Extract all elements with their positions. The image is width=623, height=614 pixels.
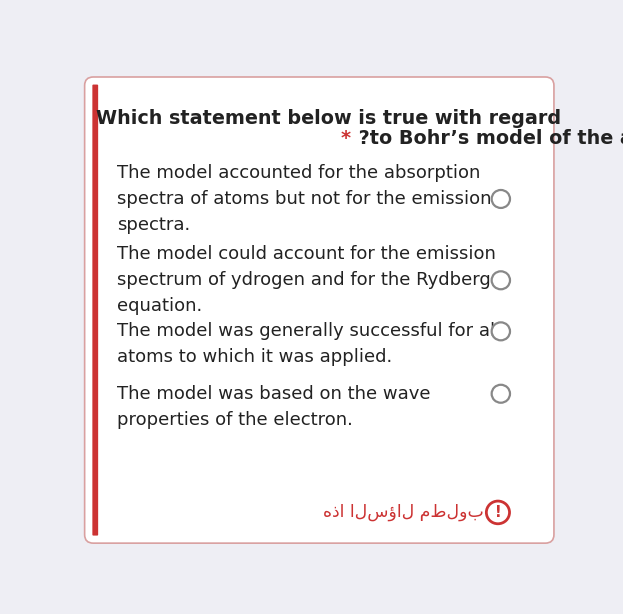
- Circle shape: [487, 501, 510, 524]
- Text: The model accounted for the absorption: The model accounted for the absorption: [118, 164, 481, 182]
- Text: ?to Bohr’s model of the atom: ?to Bohr’s model of the atom: [352, 130, 623, 149]
- Circle shape: [492, 322, 510, 340]
- Text: spectrum of ydrogen and for the Rydberg: spectrum of ydrogen and for the Rydberg: [118, 271, 491, 289]
- Text: The model was based on the wave: The model was based on the wave: [118, 385, 431, 403]
- Text: The model could account for the emission: The model could account for the emission: [118, 245, 497, 263]
- Circle shape: [492, 271, 510, 289]
- Text: The model was generally successful for all: The model was generally successful for a…: [118, 322, 501, 340]
- Text: spectra of atoms but not for the emission: spectra of atoms but not for the emissio…: [118, 190, 492, 208]
- FancyBboxPatch shape: [85, 77, 554, 543]
- Text: spectra.: spectra.: [118, 216, 191, 234]
- FancyBboxPatch shape: [92, 85, 98, 535]
- Text: !: !: [495, 505, 502, 521]
- Circle shape: [492, 190, 510, 208]
- Text: هذا السؤال مطلوب: هذا السؤال مطلوب: [323, 503, 483, 521]
- Text: atoms to which it was applied.: atoms to which it was applied.: [118, 348, 392, 367]
- Text: equation.: equation.: [118, 297, 202, 315]
- Text: Which statement below is true with regard: Which statement below is true with regar…: [97, 109, 561, 128]
- Circle shape: [492, 385, 510, 403]
- Text: *: *: [341, 130, 351, 149]
- Text: properties of the electron.: properties of the electron.: [118, 411, 353, 429]
